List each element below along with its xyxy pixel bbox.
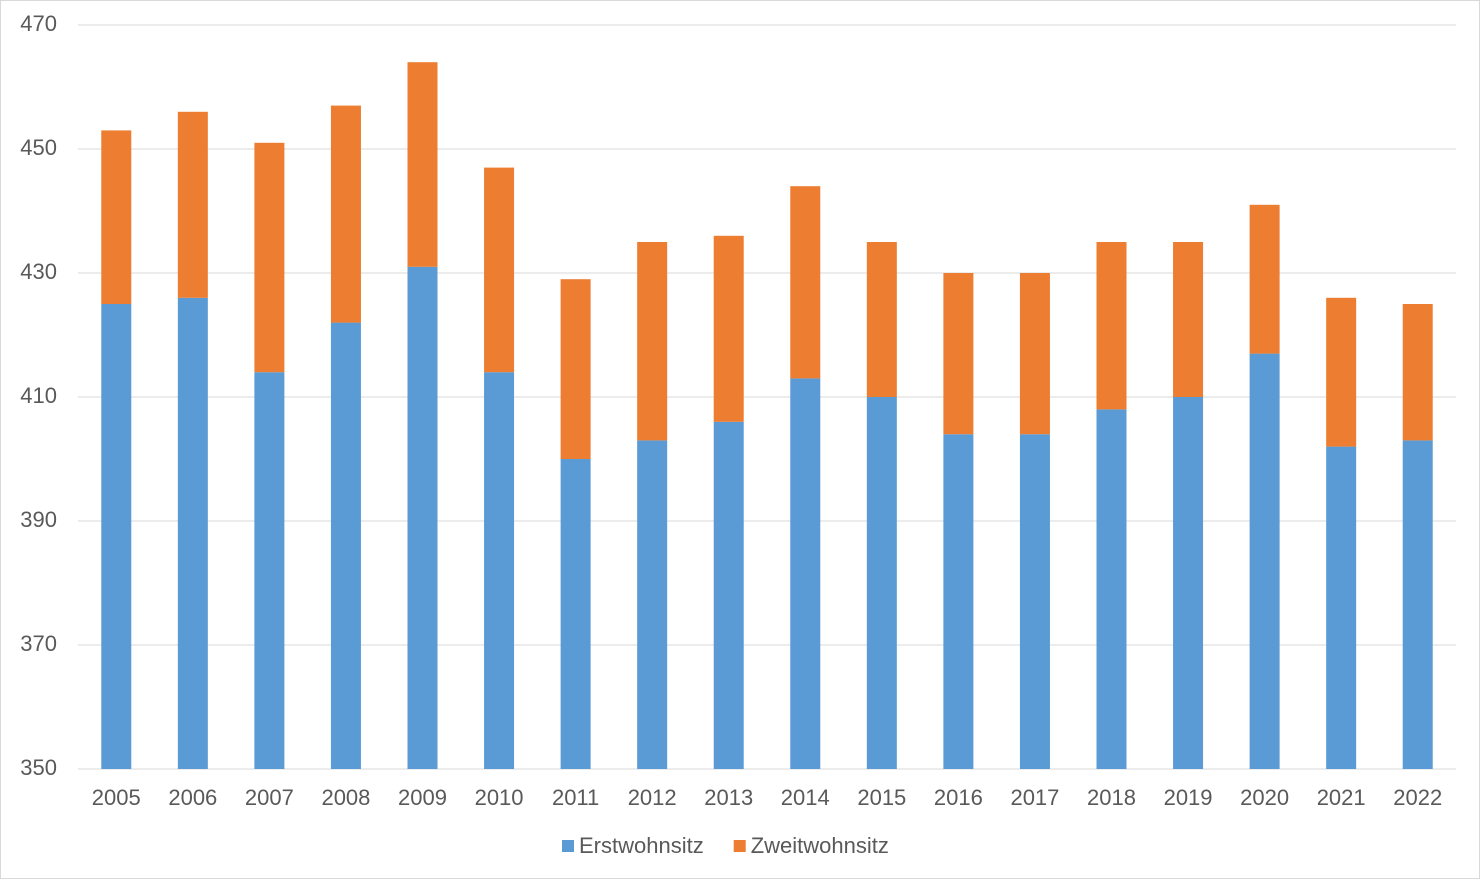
bar-segment: [560, 279, 591, 459]
bar-segment: [943, 273, 974, 435]
x-tick-label: 2010: [475, 785, 524, 810]
legend-swatch: [733, 840, 746, 852]
bar-segment: [1096, 409, 1127, 769]
y-tick-label: 450: [20, 135, 57, 160]
bar-segment: [637, 242, 668, 441]
bar-segment: [1326, 446, 1357, 769]
y-tick-label: 390: [20, 507, 57, 532]
bar-segment: [177, 297, 208, 769]
bar-segment: [1096, 242, 1127, 410]
bar-segment: [866, 242, 897, 397]
bar-segment: [254, 142, 285, 373]
bar-segment: [1249, 204, 1280, 354]
bar-segment: [330, 322, 361, 769]
bar-segment: [101, 130, 132, 304]
x-tick-label: 2009: [398, 785, 447, 810]
bar-segment: [1402, 304, 1433, 441]
legend-label: Zweitwohnsitz: [751, 833, 889, 858]
y-tick-label: 470: [20, 11, 57, 36]
bar-segment: [101, 304, 132, 769]
bar-segment: [713, 421, 744, 769]
bar-segment: [254, 372, 285, 769]
bar-segment: [637, 440, 668, 769]
bar-segment: [484, 167, 515, 373]
bar-segment: [1173, 397, 1204, 769]
bar-segment: [407, 62, 438, 267]
x-tick-label: 2017: [1010, 785, 1059, 810]
x-tick-label: 2012: [628, 785, 677, 810]
x-tick-label: 2008: [321, 785, 370, 810]
bar-segment: [330, 105, 361, 323]
bar-segment: [790, 378, 821, 769]
bar-segment: [943, 434, 974, 769]
x-tick-label: 2020: [1240, 785, 1289, 810]
x-tick-label: 2014: [781, 785, 830, 810]
y-tick-label: 350: [20, 755, 57, 780]
bar-segment: [790, 186, 821, 379]
bar-segment: [560, 459, 591, 769]
x-tick-label: 2005: [92, 785, 141, 810]
bar-segment: [484, 372, 515, 769]
bar-segment: [1019, 273, 1050, 435]
bar-segment: [177, 111, 208, 298]
x-tick-label: 2011: [552, 785, 599, 810]
x-tick-label: 2007: [245, 785, 294, 810]
bar-segment: [1402, 440, 1433, 769]
x-tick-label: 2018: [1087, 785, 1136, 810]
bar-segment: [407, 266, 438, 769]
x-tick-label: 2013: [704, 785, 753, 810]
y-tick-label: 430: [20, 259, 57, 284]
y-tick-label: 370: [20, 631, 57, 656]
x-tick-label: 2006: [168, 785, 217, 810]
bar-segment: [1326, 297, 1357, 447]
bar-segment: [713, 235, 744, 422]
x-tick-label: 2021: [1317, 785, 1366, 810]
legend-swatch: [562, 840, 574, 852]
x-tick-label: 2019: [1164, 785, 1213, 810]
bar-segment: [1019, 434, 1050, 769]
bar-segment: [1173, 242, 1204, 397]
bar-segment: [1249, 353, 1280, 769]
x-tick-label: 2016: [934, 785, 983, 810]
x-tick-label: 2015: [857, 785, 906, 810]
x-tick-label: 2022: [1393, 785, 1442, 810]
bar-segment: [866, 397, 897, 769]
y-tick-label: 410: [20, 383, 57, 408]
legend-label: Erstwohnsitz: [579, 833, 704, 858]
